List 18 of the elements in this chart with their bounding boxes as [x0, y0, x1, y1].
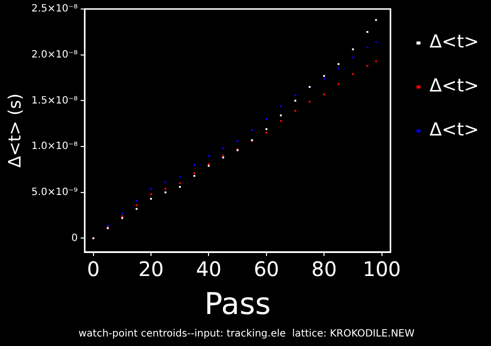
- legend-label: Δ<t>: [429, 76, 480, 97]
- x-tick-label: 100: [362, 257, 401, 282]
- y-tick-label: 1.0×10⁻⁸: [31, 141, 78, 152]
- y-tick-label: 5.0×10⁻⁹: [31, 186, 78, 198]
- y-tick-label: 2.5×10⁻⁸: [31, 4, 78, 15]
- x-tick-label: 60: [254, 257, 280, 282]
- y-tick-label: 1.5×10⁻⁸: [31, 95, 78, 106]
- y-tick-label: 0: [71, 232, 78, 244]
- x-axis-title: Pass: [204, 286, 271, 322]
- x-tick-label: 80: [311, 257, 337, 282]
- x-tick-label: 20: [138, 257, 164, 282]
- y-tick-label: 2.0×10⁻⁸: [31, 49, 78, 60]
- x-tick-label: 0: [86, 257, 100, 282]
- legend-label: Δ<t>: [429, 32, 480, 53]
- text: watch-point centroids--input: tracking.ele lattice: KROKODILE.NEW: [78, 328, 415, 340]
- legend-label: Δ<t>: [429, 120, 480, 141]
- x-tick-label: 40: [196, 257, 222, 282]
- y-axis-title: Δ<t> (s): [6, 93, 26, 168]
